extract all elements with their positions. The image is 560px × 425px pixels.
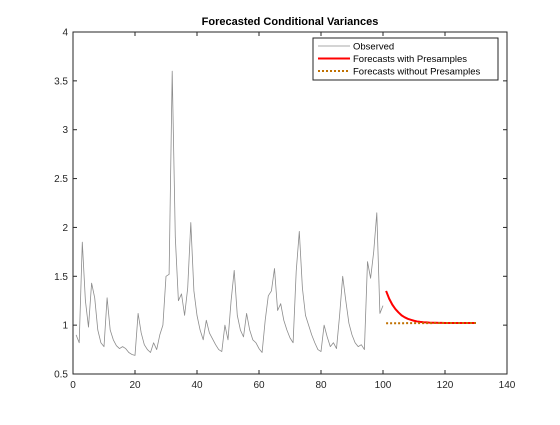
- x-tick-label: 100: [375, 380, 392, 391]
- chart-title: Forecasted Conditional Variances: [202, 16, 379, 28]
- x-tick-label: 140: [499, 380, 516, 391]
- x-tick-label: 0: [70, 380, 76, 391]
- x-tick-label: 60: [253, 380, 265, 391]
- legend-label-3: Forecasts without Presamples: [353, 67, 480, 78]
- y-tick-label: 1.5: [54, 272, 68, 283]
- y-tick-label: 2: [62, 223, 68, 234]
- y-tick-label: 0.5: [54, 370, 68, 381]
- y-tick-label: 1: [62, 321, 68, 332]
- x-tick-label: 20: [129, 380, 141, 391]
- x-tick-label: 80: [315, 380, 327, 391]
- y-tick-label: 2.5: [54, 174, 68, 185]
- x-tick-label: 40: [191, 380, 203, 391]
- y-tick-label: 3.5: [54, 76, 68, 87]
- y-tick-label: 4: [62, 28, 68, 39]
- legend-label-2: Forecasts with Presamples: [353, 54, 467, 65]
- x-tick-label: 120: [437, 380, 454, 391]
- y-tick-label: 3: [62, 125, 68, 136]
- legend-label-1: Observed: [353, 42, 394, 53]
